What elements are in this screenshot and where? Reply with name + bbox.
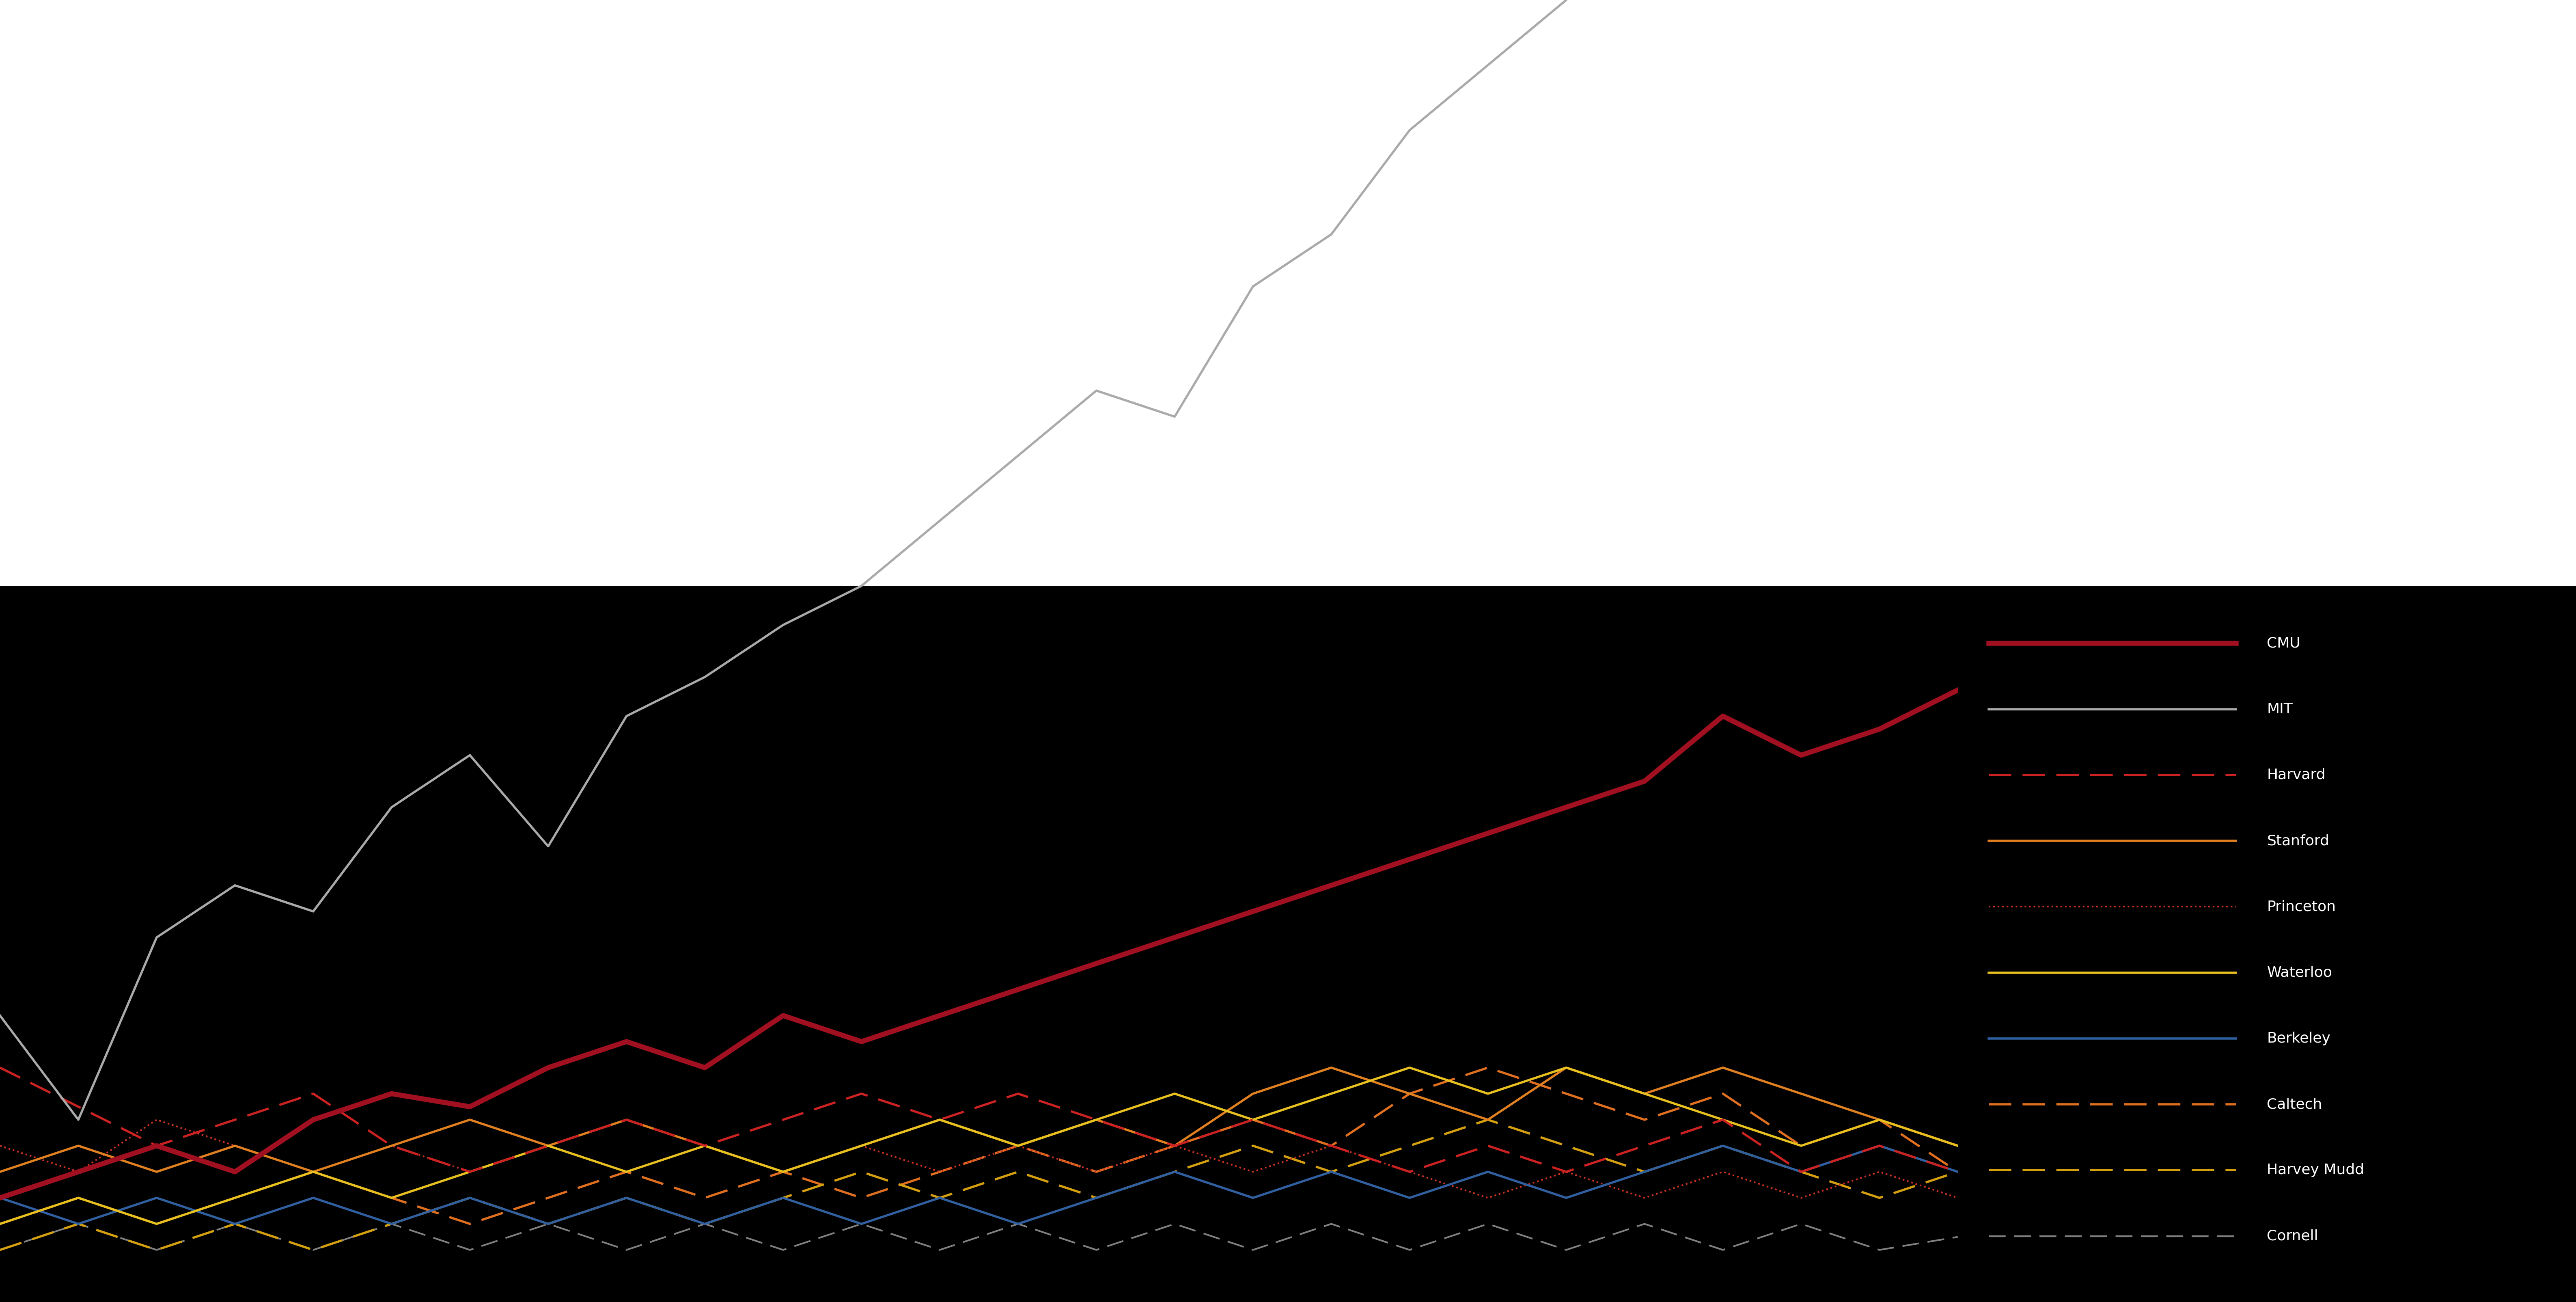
Text: Harvey Mudd: Harvey Mudd bbox=[2267, 1163, 2365, 1177]
Text: Caltech: Caltech bbox=[2267, 1098, 2321, 1112]
Text: Berkeley: Berkeley bbox=[2267, 1031, 2331, 1046]
Text: Harvard: Harvard bbox=[2267, 768, 2326, 783]
Text: Princeton: Princeton bbox=[2267, 900, 2336, 914]
Text: Waterloo: Waterloo bbox=[2267, 966, 2331, 979]
Text: Stanford: Stanford bbox=[2267, 833, 2329, 848]
Text: Cornell: Cornell bbox=[2267, 1229, 2318, 1243]
Text: MIT: MIT bbox=[2267, 702, 2293, 716]
Text: CMU: CMU bbox=[2267, 637, 2300, 650]
